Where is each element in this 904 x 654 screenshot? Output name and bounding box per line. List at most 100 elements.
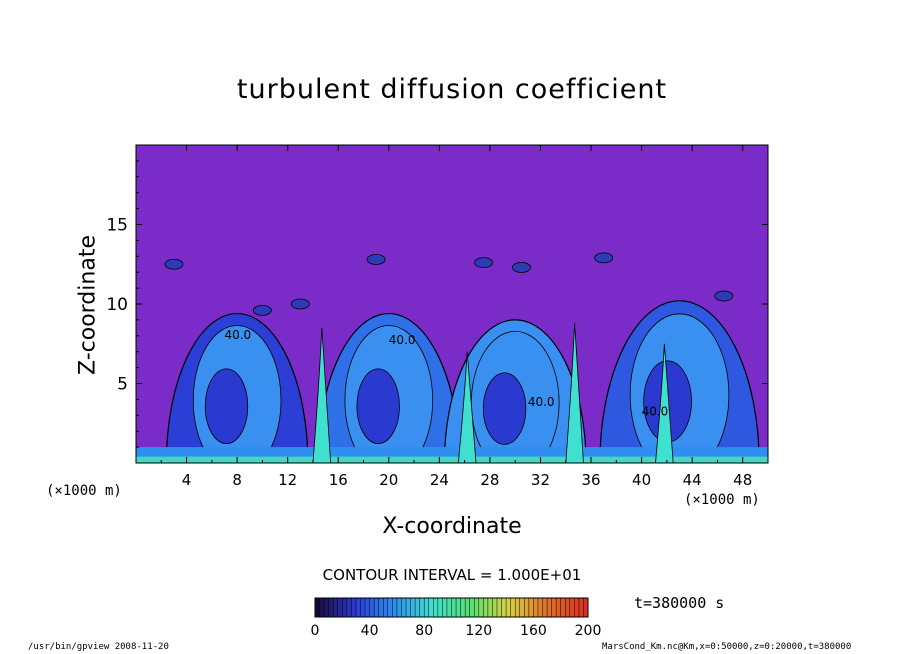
x-tick-label: 32	[531, 471, 550, 489]
turbulence-patch-8	[714, 290, 734, 302]
contour-label: 40.0	[224, 328, 251, 342]
colorbar-segment	[569, 598, 575, 617]
colorbar-tick-label: 40	[361, 623, 379, 639]
colorbar-segment	[442, 598, 448, 617]
colorbar-segment	[387, 598, 393, 617]
plume-1	[312, 327, 332, 463]
colorbar-segment	[383, 598, 389, 617]
footer-left: /usr/bin/gpview 2008-11-20	[28, 642, 169, 652]
colorbar-segment	[369, 598, 375, 617]
x-tick-label: 20	[379, 471, 398, 489]
colorbar-segment	[460, 598, 466, 617]
x-tick-label: 36	[581, 471, 600, 489]
colorbar-segment	[346, 598, 352, 617]
colorbar-segment	[406, 598, 412, 617]
colorbar-segment	[433, 598, 439, 617]
colorbar-segment	[437, 598, 443, 617]
colorbar-frame	[314, 597, 589, 618]
colorbar-tick-label: 80	[415, 623, 433, 639]
y-tick-label: 15	[106, 216, 128, 236]
y-tick-label: 10	[106, 295, 128, 315]
colorbar-segment	[424, 598, 430, 617]
colorbar-segment	[528, 598, 534, 617]
colorbar-segment	[574, 598, 580, 617]
colorbar-segment	[483, 598, 489, 617]
colorbar-segment	[324, 598, 330, 617]
colorbar-segment	[583, 598, 589, 617]
turbulence-patch-4	[366, 254, 386, 265]
x-tick-label: 40	[632, 471, 651, 489]
x-tick-label: 12	[278, 471, 297, 489]
colorbar-segment	[401, 598, 407, 617]
x-tick-label: 48	[733, 471, 752, 489]
colorbar-segment	[465, 598, 471, 617]
colorbar-segment	[410, 598, 416, 617]
turbulence-patch-1	[164, 258, 184, 270]
colorbar-segment	[474, 598, 480, 617]
colorbar-segment	[342, 598, 348, 617]
x-tick-label: 24	[430, 471, 449, 489]
colorbar-tick-label: 200	[575, 623, 602, 639]
colorbar-segment	[492, 598, 498, 617]
colorbar-segment	[560, 598, 566, 617]
colorbar-segment	[328, 598, 334, 617]
colorbar-segment	[319, 598, 325, 617]
plume-4	[655, 343, 674, 463]
y-tick-label: 5	[117, 375, 128, 395]
colorbar-segment	[547, 598, 553, 617]
plume-2	[457, 351, 477, 463]
time-label: t=380000 s	[634, 594, 725, 612]
colorbar-segment	[556, 598, 562, 617]
colorbar-segment	[337, 598, 343, 617]
turbulence-patch-7	[594, 252, 614, 264]
turbulence-patch-2	[252, 304, 272, 316]
colorbar-segment	[396, 598, 402, 617]
cell-2-core	[356, 368, 400, 444]
x-axis: 4 8 12 16 20 24 28 32 36 40 44 48	[160, 145, 752, 489]
colorbar-segment	[506, 598, 512, 617]
turbulence-patch-3	[290, 298, 310, 310]
turbulence-patch-6	[512, 262, 531, 273]
colorbar-segment	[351, 598, 357, 617]
colorbar: 0 40 80 120 160 200	[311, 597, 602, 639]
cell-3-core	[482, 372, 527, 445]
colorbar-segment	[392, 598, 398, 617]
x-tick-label: 44	[683, 471, 702, 489]
colorbar-segment	[415, 598, 421, 617]
contour-label: 40.0	[642, 404, 669, 418]
chart-title: turbulent diffusion coefficient	[236, 74, 668, 105]
colorbar-segment	[478, 598, 484, 617]
colorbar-segment	[333, 598, 339, 617]
contour-label: 40.0	[389, 333, 416, 347]
surface-layer-high	[136, 456, 768, 463]
colorbar-segment	[565, 598, 571, 617]
x-tick-label: 28	[480, 471, 499, 489]
colorbar-segment	[469, 598, 475, 617]
colorbar-segment	[519, 598, 525, 617]
x-tick-label: 4	[182, 471, 192, 489]
colorbar-segment	[501, 598, 507, 617]
colorbar-segment	[374, 598, 380, 617]
cell-1-core	[204, 368, 249, 444]
colorbar-tick-label: 160	[520, 623, 547, 639]
turbulence-patch-5	[474, 257, 494, 269]
colorbar-segment	[315, 598, 321, 617]
colorbar-segment	[537, 598, 543, 617]
colorbar-segment	[365, 598, 371, 617]
colorbar-segment	[428, 598, 434, 617]
colorbar-segment	[510, 598, 516, 617]
colorbar-segment	[360, 598, 366, 617]
colorbar-tick-label: 0	[311, 623, 320, 639]
contour-labels: 40.0 40.0 40.0 40.0	[224, 328, 668, 418]
colorbar-segment	[551, 598, 557, 617]
colorbar-segment	[487, 598, 493, 617]
colorbar-segment	[378, 598, 384, 617]
plume-3	[565, 323, 584, 463]
contour-label: 40.0	[528, 395, 555, 409]
x-tick-label: 8	[232, 471, 242, 489]
colorbar-segment	[542, 598, 548, 617]
y-axis-unit: (×1000 m)	[46, 483, 122, 499]
y-axis: 5 10 15	[106, 160, 768, 448]
colorbar-segment	[456, 598, 462, 617]
